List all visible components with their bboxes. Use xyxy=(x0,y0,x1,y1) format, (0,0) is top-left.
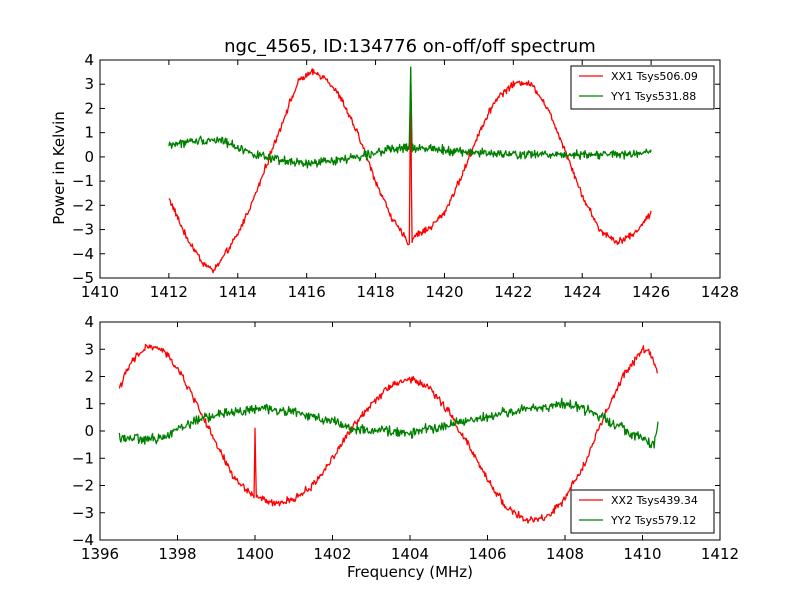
y-tick-label: 1 xyxy=(84,395,94,413)
x-tick-label: 1396 xyxy=(81,545,119,563)
x-tick-label: 1420 xyxy=(425,283,463,301)
y-tick-label: 3 xyxy=(84,340,94,358)
legend-entry: XX2 Tsys439.34 xyxy=(611,494,698,507)
y-tick-label: 4 xyxy=(84,51,94,69)
y-tick-label: −3 xyxy=(72,221,94,239)
legend-box xyxy=(570,65,715,110)
x-tick-label: 1412 xyxy=(701,545,739,563)
series-line-yy xyxy=(168,66,652,169)
x-tick-label: 1424 xyxy=(563,283,601,301)
bottom-spectrum-plot: 1396 1398 1400 1402 1404 1406 1408 1410 1412−4−3… xyxy=(72,313,739,563)
y-axis-label: Power in Kelvin xyxy=(50,111,68,225)
y-tick-label: −4 xyxy=(72,531,94,549)
x-axis-label: Frequency (MHz) xyxy=(347,563,473,581)
x-tick-label: 1418 xyxy=(356,283,394,301)
y-tick-label: −5 xyxy=(72,269,94,287)
legend-entry: XX1 Tsys506.09 xyxy=(611,70,698,83)
y-tick-label: 2 xyxy=(84,99,94,117)
x-tick-label: 1426 xyxy=(632,283,670,301)
y-tick-label: −1 xyxy=(72,172,94,190)
y-tick-label: −1 xyxy=(72,449,94,467)
top-spectrum-plot: 1410 1412 1414 1416 1418 1420 1422 1424 1426 1428… xyxy=(72,51,739,301)
y-tick-label: 4 xyxy=(84,313,94,331)
x-tick-label: 1410 xyxy=(623,545,661,563)
plot-frame xyxy=(99,59,721,279)
y-tick-label: −2 xyxy=(72,196,94,214)
series-line-yy xyxy=(118,397,659,449)
y-tick-label: 0 xyxy=(84,148,94,166)
y-tick-label: −4 xyxy=(72,245,94,263)
x-tick-label: 1410 xyxy=(81,283,119,301)
x-tick-label: 1402 xyxy=(313,545,351,563)
legend-box xyxy=(570,489,715,534)
x-tick-label: 1428 xyxy=(701,283,739,301)
x-tick-label: 1398 xyxy=(158,545,196,563)
y-tick-label: 1 xyxy=(84,124,94,142)
x-tick-label: 1406 xyxy=(468,545,506,563)
y-tick-label: 2 xyxy=(84,368,94,386)
y-tick-label: 3 xyxy=(84,75,94,93)
figure-title: ngc_4565, ID:134776 on-off/off spectrum xyxy=(224,36,596,57)
x-tick-label: 1422 xyxy=(494,283,532,301)
x-tick-label: 1416 xyxy=(288,283,326,301)
legend-entry: YY2 Tsys579.12 xyxy=(610,514,696,527)
x-tick-label: 1408 xyxy=(546,545,584,563)
y-tick-label: −3 xyxy=(72,504,94,522)
x-tick-label: 1412 xyxy=(150,283,188,301)
x-tick-label: 1400 xyxy=(236,545,274,563)
y-tick-label: −2 xyxy=(72,477,94,495)
x-tick-label: 1414 xyxy=(219,283,257,301)
series-line-xx xyxy=(118,343,659,524)
x-tick-label: 1404 xyxy=(391,545,429,563)
legend-entry: YY1 Tsys531.88 xyxy=(610,90,696,103)
y-tick-label: 0 xyxy=(84,422,94,440)
